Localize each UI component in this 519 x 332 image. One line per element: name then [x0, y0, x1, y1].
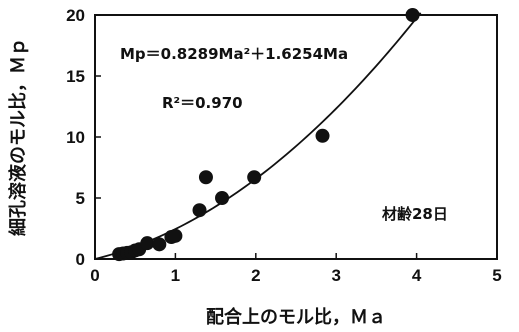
- data-point: [405, 8, 420, 22]
- equation-annotation: Mp＝0.8289Ma²＋1.6254Ma: [120, 45, 348, 63]
- data-point: [215, 191, 230, 205]
- data-point: [247, 170, 262, 185]
- y-tick-label: 20: [66, 6, 85, 25]
- x-tick-label: 4: [412, 266, 422, 285]
- data-point: [192, 203, 207, 218]
- x-tick-label: 3: [331, 266, 340, 285]
- data-point: [140, 236, 155, 251]
- y-tick-label: 5: [76, 189, 85, 208]
- x-axis-title: 配合上のモル比，Ｍａ: [206, 306, 386, 328]
- y-tick-label: 10: [66, 128, 85, 147]
- x-tick-label: 1: [171, 266, 180, 285]
- axis-tick-labels: 0 1 2 3 4 5 0 5 10 15 20: [66, 6, 502, 285]
- data-point: [168, 228, 183, 243]
- axis-ticks: [94, 14, 498, 260]
- y-tick-label: 15: [66, 67, 85, 86]
- data-points: [112, 8, 420, 262]
- x-tick-label: 5: [492, 266, 501, 285]
- data-point: [315, 128, 330, 143]
- x-tick-label: 0: [90, 266, 99, 285]
- y-axis-title: 細孔溶液のモル比，Ｍｐ: [7, 38, 29, 236]
- y-tick-label: 0: [76, 250, 85, 269]
- age-annotation: 材齢28日: [382, 205, 448, 223]
- data-point: [198, 170, 213, 185]
- r-squared-annotation: R²＝0.970: [162, 94, 243, 112]
- data-point: [152, 237, 167, 252]
- x-tick-label: 2: [251, 266, 260, 285]
